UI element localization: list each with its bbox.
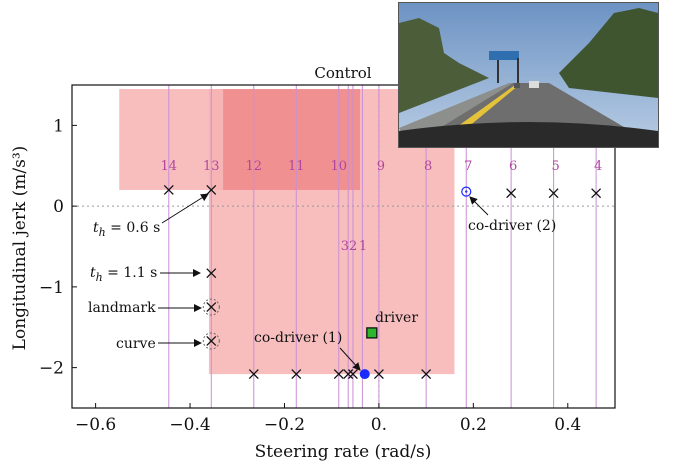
curve-marker-cross-stroke-b	[206, 336, 217, 346]
annotations: th = 0.6 s th = 1.1 s landmark curve driver c…	[88, 193, 556, 371]
co-driver-2-label: co-driver (2)	[468, 218, 556, 234]
candidate-marker-4	[548, 188, 559, 199]
driver-label: driver	[375, 310, 418, 326]
candidate-marker-7	[291, 369, 302, 380]
x-tick-label: −0.6	[75, 415, 116, 435]
column-label-5: 5	[551, 159, 559, 174]
co-driver-2-dot	[465, 190, 468, 193]
chart-title: Control	[314, 64, 371, 82]
axis-ticks: −0.6 −0.4 −0.2 0. 0.2 0.4 −2 −1 0 1	[39, 116, 581, 435]
column-label-6: 6	[509, 159, 517, 174]
co-driver-1-label: co-driver (1)	[254, 330, 342, 346]
landmark-marker-cross-stroke-b	[206, 302, 217, 313]
candidate-marker-9-stroke-b	[343, 369, 354, 380]
candidate-marker-12	[421, 369, 432, 380]
th-11-label: th = 1.1 s	[90, 265, 157, 284]
candidate-marker-6	[248, 369, 259, 380]
candidate-marker-8-stroke-b	[333, 369, 344, 380]
candidate-marker-6-stroke-b	[248, 369, 259, 380]
column-lines: 14 13 12 11 10 9 8 7 6 5 4 32 1	[161, 85, 602, 408]
curve-marker-circle	[202, 332, 220, 350]
co-driver-1-arrow	[339, 347, 361, 371]
y-tick-label: 0	[53, 197, 64, 217]
co-driver-2-arrow	[469, 196, 489, 216]
th-06-arrow	[161, 193, 209, 224]
candidate-marker-3	[506, 188, 517, 199]
column-label-10: 10	[331, 159, 348, 174]
x-tick-label: −0.2	[264, 415, 305, 435]
candidate-marker-4-stroke-b	[548, 188, 559, 199]
x-tick-label: 0.	[371, 415, 387, 435]
candidate-marker-2-stroke-b	[206, 185, 217, 195]
candidate-marker-10	[347, 369, 358, 380]
column-label-4: 4	[594, 159, 602, 174]
candidate-marker-8	[333, 369, 344, 380]
candidate-marker-12-stroke-b	[421, 369, 432, 380]
candidate-marker-1-stroke-b	[163, 185, 174, 195]
column-label-7: 7	[464, 159, 472, 174]
landmark-marker-cross	[206, 302, 217, 313]
column-label-1: 1	[359, 239, 367, 254]
landmark-marker-circle	[202, 298, 220, 316]
candidate-marker-7-stroke-b	[291, 369, 302, 380]
candidate-marker-13	[206, 268, 217, 279]
th-06-label: th = 0.6 s	[93, 220, 160, 239]
shaded-region-3	[223, 89, 361, 190]
column-label-12: 12	[246, 159, 263, 174]
data-marks	[163, 185, 602, 380]
candidate-marker-11	[373, 369, 384, 380]
x-axis-label: Steering rate (rad/s)	[255, 442, 432, 462]
candidate-marker-1	[163, 185, 174, 195]
column-label-8: 8	[424, 159, 432, 174]
x-tick-label: 0.4	[554, 415, 581, 435]
landmark-label: landmark	[88, 300, 156, 316]
candidate-marker-10-stroke-b	[347, 369, 358, 380]
co-driver-2-marker	[461, 186, 472, 197]
curve-marker-cross	[206, 336, 217, 346]
y-tick-label: 1	[53, 116, 64, 136]
candidate-marker-3-stroke-b	[506, 188, 517, 199]
y-axis-label: Longitudinal jerk (m/s³)	[10, 146, 30, 351]
candidate-marker-2	[206, 185, 217, 195]
y-tick-label: −2	[39, 359, 64, 379]
plot-frame	[71, 84, 616, 409]
driver-marker	[366, 327, 378, 339]
candidate-marker-5-stroke-b	[591, 188, 602, 199]
x-tick-label: −0.4	[169, 415, 210, 435]
dashcam-photo	[398, 2, 659, 148]
candidate-marker-5	[591, 188, 602, 199]
candidate-marker-11-stroke-b	[373, 369, 384, 380]
curve-label: curve	[116, 336, 156, 352]
x-tick-label: 0.2	[460, 415, 487, 435]
y-tick-label: −1	[39, 278, 64, 298]
candidate-marker-9	[343, 369, 354, 380]
column-label-11: 11	[288, 159, 305, 174]
column-label-14: 14	[161, 159, 178, 174]
column-label-13: 13	[203, 159, 220, 174]
column-label-9: 9	[377, 159, 385, 174]
co-driver-1-marker	[359, 369, 370, 380]
candidate-marker-13-stroke-b	[206, 268, 217, 279]
column-label-32: 32	[341, 239, 358, 254]
